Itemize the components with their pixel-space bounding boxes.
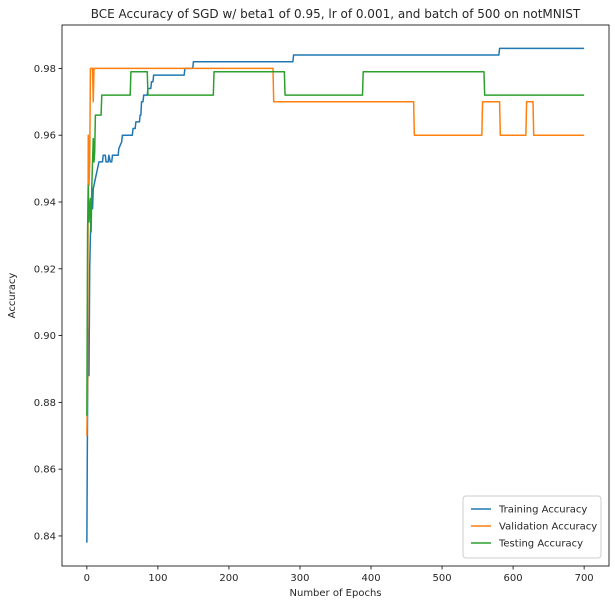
x-tick-label: 0 [84,573,90,584]
y-tick-label: 0.94 [34,197,56,208]
x-tick-label: 600 [504,573,523,584]
y-tick-label: 0.88 [34,398,56,409]
x-tick-label: 300 [290,573,309,584]
chart-title: BCE Accuracy of SGD w/ beta1 of 0.95, lr… [91,7,581,21]
legend-box [462,495,602,559]
series-line-3 [86,71,585,416]
x-axis-label: Number of Epochs [290,588,382,599]
series-line-1 [86,47,585,543]
legend: Training Accuracy Validation Accuracy Test… [462,495,602,559]
legend-label: Training Accuracy [498,505,587,516]
y-tick-label: 0.86 [34,465,56,476]
x-tick-label: 100 [148,573,167,584]
plot-area [62,25,609,566]
y-axis: 0.84 0.86 0.88 0.90 0.92 0.94 0.96 0.98 [34,64,62,542]
y-tick-label: 0.96 [34,131,56,142]
y-tick-label: 0.92 [34,264,56,275]
x-tick-label: 500 [433,573,452,584]
x-tick-label: 400 [361,573,380,584]
y-tick-label: 0.84 [34,531,56,542]
plot-frame [61,24,610,567]
legend-label: Validation Accuracy [499,522,597,533]
series-line-2 [86,67,585,436]
legend-label: Testing Accuracy [498,539,583,550]
y-tick-label: 0.90 [34,331,56,342]
x-tick-label: 700 [575,573,594,584]
y-axis-label: Accuracy [7,273,18,319]
x-tick-label: 200 [219,573,238,584]
series-layer [86,47,585,543]
y-tick-label: 0.98 [34,64,56,75]
x-axis: 0 100 200 300 400 500 600 700 [84,566,594,584]
